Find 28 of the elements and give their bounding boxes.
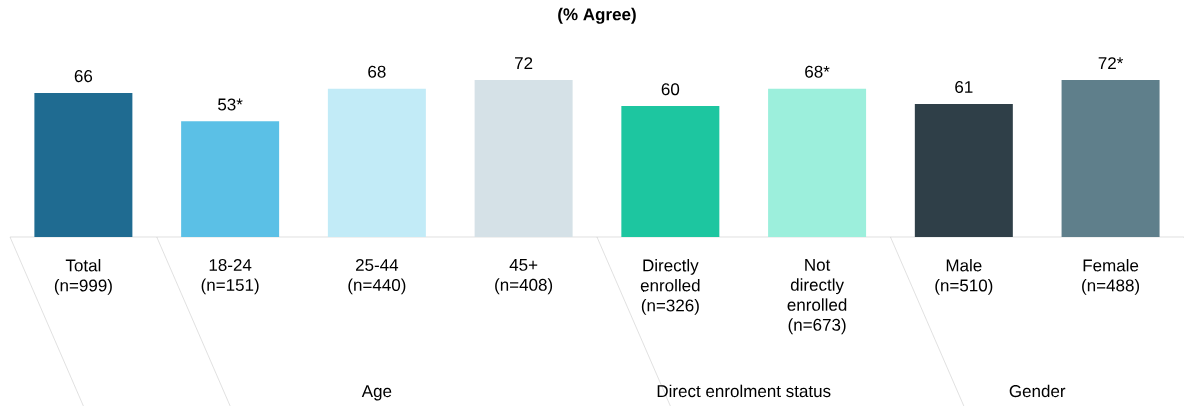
data-label: 66 [74,70,93,83]
x-tick-label: Male (n=510) [935,259,993,295]
bar [327,88,426,237]
bar [181,121,280,237]
x-tick-label: Directly enrolled (n=326) [640,259,700,315]
x-tick-label: Not directly enrolled (n=673) [787,258,847,335]
bar [1061,79,1160,237]
data-label: 68 [368,65,386,78]
bar [621,106,720,237]
text: Gender [1009,384,1066,398]
x-tick-label: 25-44 (n=440) [348,258,406,295]
data-label: 72 [515,57,533,70]
bar [914,103,1013,237]
data-label: 72* [1098,57,1124,70]
bar [768,88,867,237]
text: Direct enrolment status [657,384,831,398]
data-label: 53* [218,98,243,111]
x-tick-label: 45+ (n=408) [495,258,553,295]
x-tick-label: Female (n=488) [1082,259,1140,295]
chart-title: (% Agree) [558,7,636,24]
bar [474,79,573,237]
x-tick-label: Total (n=999) [54,259,112,295]
text: Age [361,385,392,401]
data-label: 61 [955,80,973,94]
data-label: 60 [661,83,680,96]
data-label: 68* [805,65,830,78]
bar [34,92,133,237]
x-tick-label: 18-24 (n=151) [201,258,259,295]
